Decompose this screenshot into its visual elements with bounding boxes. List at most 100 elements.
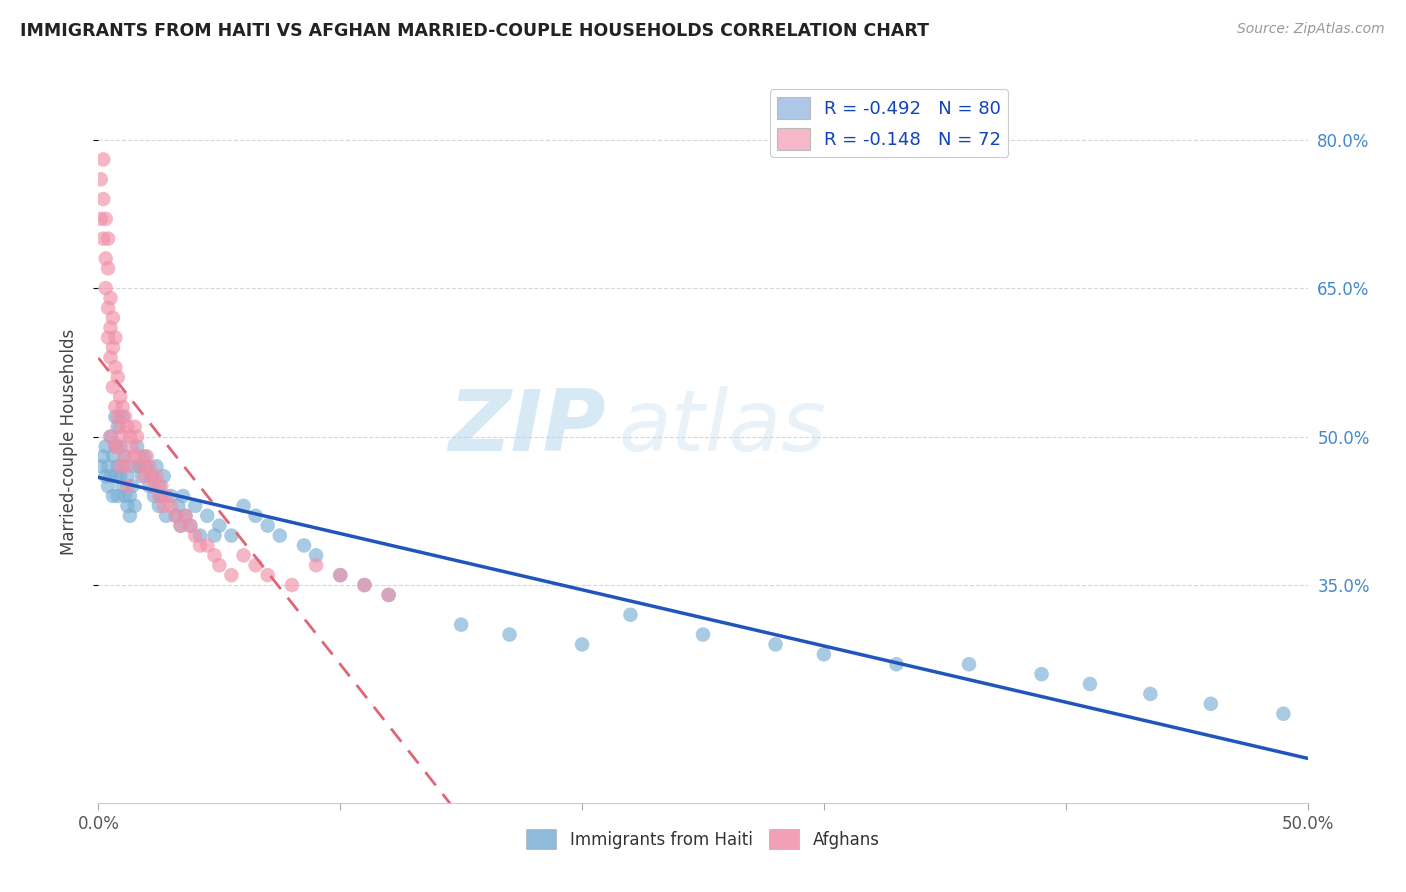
Point — [118, 489, 141, 503]
Point — [100, 429, 122, 443]
Point — [281, 578, 304, 592]
Point — [94, 252, 117, 266]
Point — [353, 578, 375, 592]
Legend: Immigrants from Haiti, Afghans: Immigrants from Haiti, Afghans — [520, 822, 886, 856]
Point — [101, 310, 124, 325]
Point — [108, 390, 131, 404]
Text: atlas: atlas — [619, 385, 827, 468]
Point — [150, 489, 173, 503]
Point — [692, 627, 714, 641]
Point — [101, 489, 124, 503]
Point — [107, 419, 129, 434]
Point — [117, 479, 139, 493]
Point — [184, 528, 207, 542]
Point — [91, 153, 114, 167]
Point — [141, 469, 163, 483]
Point — [221, 528, 243, 542]
Point — [114, 450, 136, 464]
Point — [101, 341, 124, 355]
Point — [117, 419, 139, 434]
Point — [292, 539, 315, 553]
Point — [111, 409, 134, 424]
Point — [118, 429, 141, 443]
Point — [124, 499, 146, 513]
Point — [143, 489, 166, 503]
Point — [114, 489, 136, 503]
Point — [167, 499, 190, 513]
Point — [97, 459, 120, 474]
Point — [813, 648, 835, 662]
Point — [269, 528, 291, 542]
Point — [353, 578, 375, 592]
Point — [94, 469, 117, 483]
Point — [184, 499, 207, 513]
Point — [148, 479, 170, 493]
Point — [107, 409, 129, 424]
Point — [245, 508, 267, 523]
Point — [101, 380, 124, 394]
Point — [179, 518, 201, 533]
Point — [108, 459, 131, 474]
Point — [169, 518, 191, 533]
Point — [1272, 706, 1295, 721]
Point — [1199, 697, 1222, 711]
Point — [104, 440, 127, 454]
Point — [150, 479, 173, 493]
Point — [124, 459, 146, 474]
Point — [208, 518, 231, 533]
Point — [121, 479, 143, 493]
Point — [204, 528, 226, 542]
Point — [256, 568, 278, 582]
Point — [131, 469, 153, 483]
Point — [169, 518, 191, 533]
Point — [91, 192, 114, 206]
Point — [208, 558, 231, 573]
Point — [97, 261, 120, 276]
Point — [107, 370, 129, 384]
Point — [174, 508, 197, 523]
Point — [128, 459, 150, 474]
Point — [1139, 687, 1161, 701]
Point — [145, 469, 167, 483]
Text: IMMIGRANTS FROM HAITI VS AFGHAN MARRIED-COUPLE HOUSEHOLDS CORRELATION CHART: IMMIGRANTS FROM HAITI VS AFGHAN MARRIED-… — [20, 22, 929, 40]
Point — [114, 450, 136, 464]
Point — [111, 400, 134, 414]
Point — [94, 281, 117, 295]
Point — [377, 588, 399, 602]
Point — [256, 518, 278, 533]
Point — [957, 657, 980, 672]
Point — [174, 508, 197, 523]
Point — [108, 419, 131, 434]
Point — [91, 232, 114, 246]
Point — [135, 459, 157, 474]
Point — [118, 508, 141, 523]
Point — [128, 450, 150, 464]
Point — [107, 459, 129, 474]
Point — [91, 450, 114, 464]
Point — [124, 450, 146, 464]
Point — [152, 499, 174, 513]
Point — [90, 211, 112, 226]
Point — [97, 479, 120, 493]
Point — [152, 469, 174, 483]
Point — [121, 440, 143, 454]
Point — [886, 657, 908, 672]
Point — [155, 508, 177, 523]
Point — [141, 469, 163, 483]
Point — [100, 351, 122, 365]
Point — [111, 429, 134, 443]
Point — [765, 637, 787, 651]
Point — [97, 330, 120, 344]
Point — [195, 508, 218, 523]
Point — [100, 469, 122, 483]
Point — [108, 469, 131, 483]
Point — [160, 489, 183, 503]
Point — [124, 419, 146, 434]
Point — [1078, 677, 1101, 691]
Point — [107, 489, 129, 503]
Point — [114, 409, 136, 424]
Point — [104, 409, 127, 424]
Point — [245, 558, 267, 573]
Point — [188, 539, 211, 553]
Text: Source: ZipAtlas.com: Source: ZipAtlas.com — [1237, 22, 1385, 37]
